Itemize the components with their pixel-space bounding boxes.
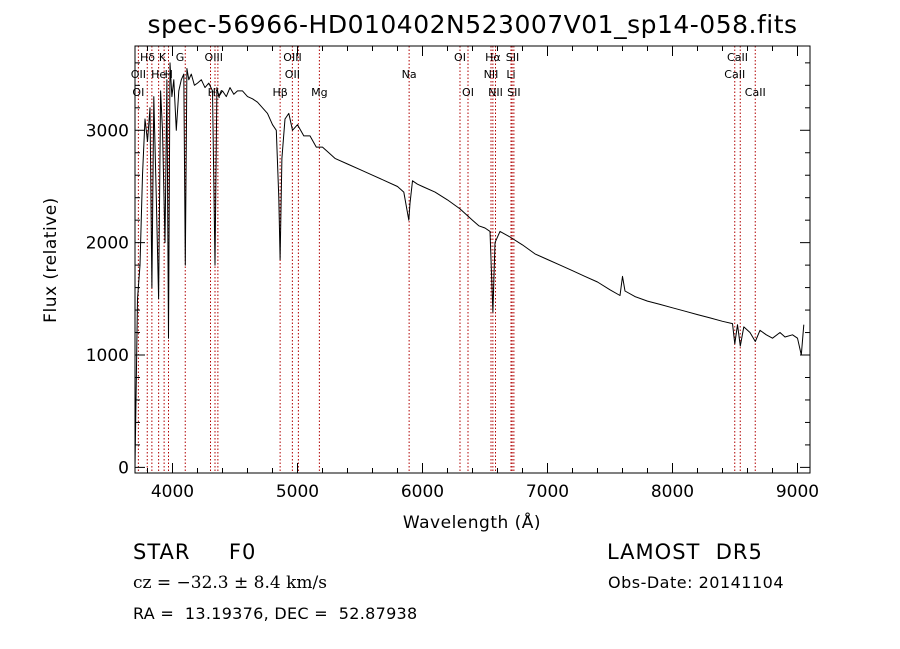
radial-velocity: cz = −32.3 ± 8.4 km/s xyxy=(133,573,327,593)
line-label: OI xyxy=(454,51,466,64)
x-tick-label: 9000 xyxy=(776,482,819,502)
y-tick-label: 3000 xyxy=(86,121,129,141)
spectrum-series xyxy=(134,62,805,468)
y-tick-label: 1000 xyxy=(86,346,129,366)
line-label: OII xyxy=(285,68,300,81)
line-label: CaII xyxy=(727,51,748,64)
line-label: Hα xyxy=(485,51,501,64)
spectrum-line xyxy=(134,62,805,468)
y-tick-label: 2000 xyxy=(86,234,129,254)
x-tick-label: 8000 xyxy=(651,482,694,502)
x-tick-label: 6000 xyxy=(401,482,444,502)
line-label: Mg xyxy=(311,86,327,99)
line-label: NII xyxy=(488,86,503,99)
x-tick-label: 4000 xyxy=(151,482,194,502)
data-release: LAMOST DR5 xyxy=(607,540,763,564)
line-label: Na xyxy=(402,68,417,81)
line-label: SII xyxy=(506,51,519,64)
line-label: Li xyxy=(506,68,515,81)
line-label: CaII xyxy=(745,86,766,99)
line-label: OI xyxy=(132,86,144,99)
line-label: Hβ xyxy=(272,86,287,99)
x-tick-label: 5000 xyxy=(276,482,319,502)
line-label: CaII xyxy=(724,68,745,81)
line-label: OI xyxy=(462,86,474,99)
line-label: NII xyxy=(484,68,499,81)
line-label: OIII xyxy=(205,51,223,64)
observation-date: Obs-Date: 20141104 xyxy=(608,573,785,592)
line-label: Hγ xyxy=(208,86,223,99)
line-label: OIII xyxy=(283,51,301,64)
axis-ticks: 4000 5000 6000 7000 8000 9000 0 1000 2000 3000 xyxy=(86,46,819,502)
y-tick-label: 0 xyxy=(118,458,129,478)
line-markers xyxy=(137,46,756,473)
line-label: He xyxy=(151,68,166,81)
line-label: K xyxy=(159,51,167,64)
line-label: OII xyxy=(131,68,146,81)
coordinates: RA = 13.19376, DEC = 52.87938 xyxy=(133,604,418,623)
line-label: Hδ xyxy=(140,51,155,64)
line-label: H xyxy=(165,68,173,81)
line-label: G xyxy=(176,51,185,64)
line-label: SII xyxy=(507,86,520,99)
plot-frame xyxy=(134,45,811,474)
object-class: STAR F0 xyxy=(133,540,257,564)
chart-title: spec-56966-HD010402N523007V01_sp14-058.f… xyxy=(147,10,798,39)
x-axis-label: Wavelength (Å) xyxy=(403,511,541,533)
x-tick-label: 7000 xyxy=(526,482,569,502)
y-axis-label: Flux (relative) xyxy=(41,197,61,323)
